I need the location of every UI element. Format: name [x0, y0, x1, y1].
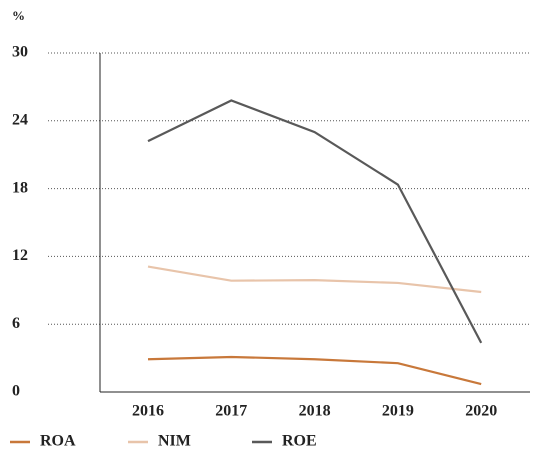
- x-tick-label: 2018: [299, 403, 331, 420]
- legend-label: ROE: [282, 433, 317, 450]
- y-tick-label: 12: [12, 247, 28, 264]
- y-tick-label: 6: [12, 315, 20, 332]
- legend-label: ROA: [40, 433, 76, 450]
- y-tick-label: 24: [12, 111, 28, 128]
- x-tick-label: 2020: [465, 403, 497, 420]
- x-tick-label: 2016: [132, 403, 164, 420]
- x-tick-label: 2019: [382, 403, 414, 420]
- x-tick-label: 2017: [215, 403, 247, 420]
- y-axis-label: %: [12, 8, 25, 23]
- line-series: [147, 265, 482, 294]
- line-series: [147, 355, 482, 386]
- legend-label: NIM: [158, 433, 191, 450]
- line-series: [147, 99, 483, 344]
- y-tick-label: 0: [12, 383, 20, 400]
- y-tick-label: 18: [12, 179, 28, 196]
- y-tick-label: 30: [12, 44, 28, 61]
